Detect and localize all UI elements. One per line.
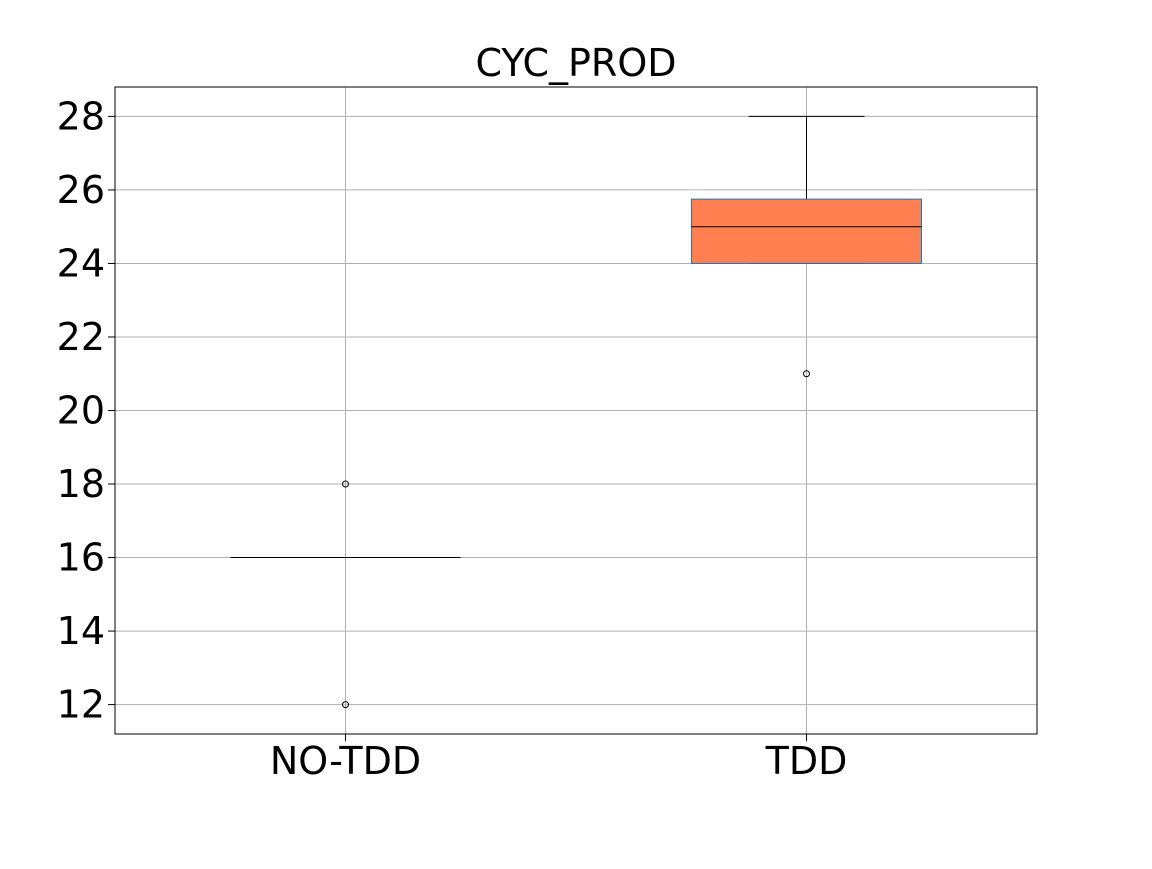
box-group [230, 480, 461, 709]
y-tick-label: 16 [57, 536, 105, 580]
y-tick-label: 18 [57, 462, 105, 506]
box-group [691, 115, 922, 378]
outlier-point [342, 480, 349, 488]
y-tick-label: 28 [57, 94, 105, 138]
y-tick-label: 12 [57, 683, 105, 727]
y-tick-label: 20 [57, 389, 105, 433]
box-iqr [691, 198, 922, 264]
y-tick-label: 22 [57, 315, 105, 359]
outlier-point [803, 370, 810, 378]
tick-layer: 12 14 16 18 20 22 24 26 28 NO-TDD TDD [57, 94, 848, 783]
grid-layer [115, 87, 1037, 734]
x-tick-label: TDD [765, 739, 848, 783]
outlier-point [342, 701, 349, 709]
x-tick-label: NO-TDD [270, 739, 421, 783]
y-tick-label: 26 [57, 168, 105, 212]
y-tick-label: 24 [57, 241, 105, 285]
y-tick-label: 14 [57, 609, 105, 653]
box-layer [230, 115, 922, 709]
chart-title: CYC_PROD [475, 41, 676, 85]
